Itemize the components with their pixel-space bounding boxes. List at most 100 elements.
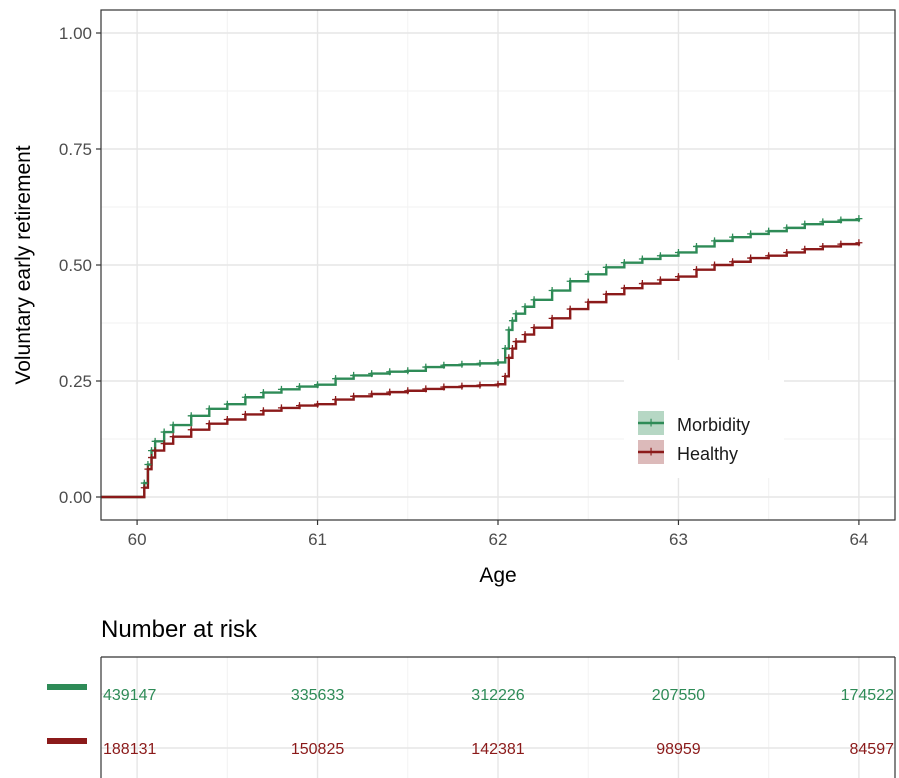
censor-marker-morbidity [729, 233, 737, 241]
y-tick-label: 0.50 [59, 256, 92, 275]
censor-marker-morbidity [602, 263, 610, 271]
censor-marker-healthy [521, 331, 529, 339]
censor-marker-morbidity [638, 255, 646, 263]
censor-marker-morbidity [151, 437, 159, 445]
x-tick-label: 63 [669, 530, 688, 549]
y-axis: 0.00 0.25 0.50 0.75 1.00 [59, 24, 101, 507]
censor-marker-morbidity [241, 393, 249, 401]
censor-marker-morbidity [747, 230, 755, 238]
censor-marker-healthy [693, 266, 700, 274]
censor-marker-healthy [140, 484, 148, 492]
censor-marker-morbidity [801, 220, 809, 228]
censor-marker-healthy [151, 447, 159, 455]
censor-marker-morbidity [259, 389, 267, 397]
censor-marker-morbidity [521, 303, 529, 311]
censor-marker-morbidity [508, 317, 516, 325]
censor-marker-morbidity [620, 259, 628, 267]
censor-marker-morbidity [566, 277, 574, 285]
censor-marker-healthy [494, 380, 502, 388]
censor-marker-morbidity [205, 405, 213, 413]
censor-marker-healthy [476, 381, 484, 389]
x-tick-label: 62 [489, 530, 508, 549]
risk-cell-morbidity: 174522 [841, 687, 894, 704]
legend: + Morbidity + Healthy [624, 360, 784, 478]
censor-marker-healthy [505, 354, 513, 362]
censor-marker-healthy [656, 276, 664, 284]
risk-table-keys [47, 684, 87, 744]
y-tick-label: 0.25 [59, 372, 92, 391]
censor-marker-morbidity [368, 370, 376, 378]
censor-marker-healthy [241, 410, 249, 418]
legend-marker-morbidity: + [646, 415, 655, 432]
risk-table-title: Number at risk [101, 616, 258, 643]
censor-marker-healthy [602, 290, 610, 298]
censor-marker-morbidity [855, 215, 863, 223]
censor-marker-healthy [801, 245, 809, 253]
risk-key-morbidity [47, 684, 87, 690]
y-tick-label: 1.00 [59, 24, 92, 43]
censor-marker-healthy [332, 396, 340, 404]
censor-marker-healthy [508, 345, 516, 353]
censor-marker-healthy [148, 454, 156, 462]
y-axis-title: Voluntary early retirement [12, 145, 35, 384]
censor-marker-morbidity [476, 359, 484, 367]
censor-marker-morbidity [765, 227, 773, 235]
censor-marker-healthy [638, 280, 646, 288]
risk-cell-healthy: 188131 [103, 741, 156, 758]
censor-marker-healthy [277, 404, 285, 412]
censor-marker-healthy [187, 426, 195, 434]
risk-table-cells: 439147 335633 312226 207550 174522 188131 1508… [103, 687, 894, 758]
risk-cell-healthy: 150825 [291, 741, 344, 758]
censor-marker-morbidity [404, 367, 412, 375]
x-axis: 60 61 62 63 64 [128, 520, 868, 549]
censor-marker-healthy [350, 392, 358, 400]
legend-label-morbidity: Morbidity [677, 415, 750, 435]
censor-marker-morbidity [440, 361, 448, 369]
censor-marker-healthy [783, 248, 791, 256]
risk-cell-morbidity: 207550 [652, 687, 705, 704]
censor-marker-healthy [160, 440, 168, 448]
censor-marker-healthy [747, 254, 755, 262]
censor-marker-healthy [530, 324, 538, 332]
risk-cell-healthy: 98959 [656, 741, 701, 758]
risk-cell-morbidity: 439147 [103, 687, 156, 704]
main-plot: 0.00 0.25 0.50 0.75 1.00 60 61 62 63 64 Age Volu… [12, 9, 896, 587]
censor-marker-morbidity [386, 368, 394, 376]
censor-marker-morbidity [277, 385, 285, 393]
censor-marker-morbidity [296, 383, 303, 391]
censor-marker-healthy [855, 239, 863, 247]
censor-marker-healthy [404, 387, 412, 395]
censor-marker-morbidity [505, 326, 513, 334]
censor-marker-healthy [674, 273, 682, 281]
y-tick-label: 0.00 [59, 488, 92, 507]
risk-table-gridlines [101, 657, 895, 778]
censor-marker-morbidity [837, 216, 845, 224]
censor-marker-healthy [368, 390, 376, 398]
censor-marker-healthy [259, 407, 267, 415]
legend-item-healthy: + Healthy [638, 440, 738, 464]
censor-marker-healthy [765, 252, 773, 260]
censor-marker-healthy [422, 385, 430, 393]
risk-key-healthy [47, 738, 87, 744]
censor-marker-healthy [620, 284, 628, 292]
censor-marker-healthy [584, 298, 592, 306]
censor-marker-healthy [223, 416, 231, 424]
censor-marker-morbidity [160, 428, 168, 436]
censor-marker-healthy [314, 400, 322, 408]
censor-marker-healthy [548, 314, 556, 322]
censor-marker-healthy [566, 305, 574, 313]
legend-background [624, 360, 784, 478]
censor-marker-morbidity [494, 358, 502, 366]
censor-marker-morbidity [350, 371, 358, 379]
risk-cell-morbidity: 312226 [471, 687, 524, 704]
censor-marker-morbidity [422, 363, 430, 371]
censor-marker-healthy [205, 420, 213, 428]
censor-marker-morbidity [169, 421, 177, 429]
censor-marker-healthy [296, 402, 303, 410]
censor-marker-morbidity [584, 270, 592, 278]
censor-marker-morbidity [783, 224, 791, 232]
censor-marker-healthy [144, 465, 152, 473]
legend-marker-healthy: + [646, 444, 655, 461]
censor-marker-healthy [440, 383, 448, 391]
